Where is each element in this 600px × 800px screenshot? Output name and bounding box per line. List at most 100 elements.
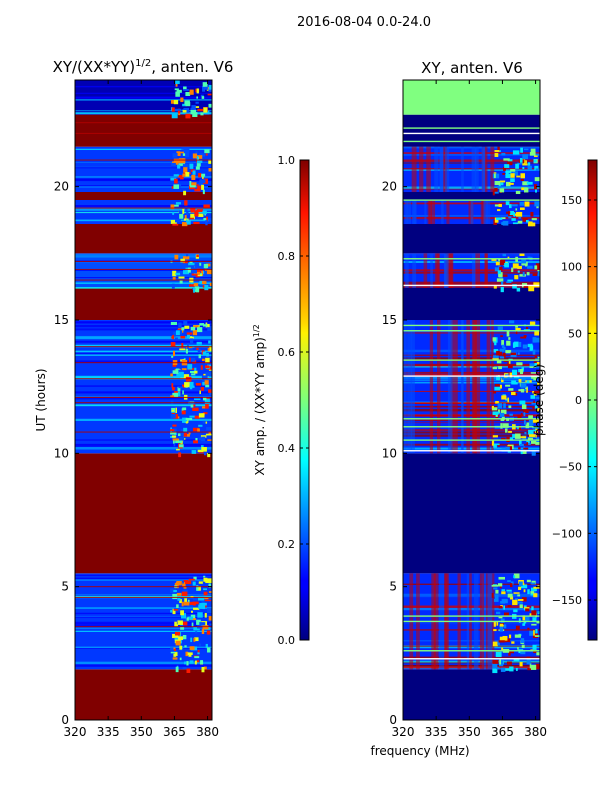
rfi-cell [185,101,191,107]
rfi-cell [509,666,514,672]
rfi-cell [173,158,180,164]
rfi-cell [191,450,197,454]
band-0 [75,669,212,720]
rfi-cell [186,254,189,257]
rfi-cell [185,206,188,212]
streak [75,621,212,624]
channel-stripe [453,320,458,454]
streak [75,647,212,649]
rfi-cell [513,592,520,594]
rfi-cell [175,330,180,336]
streak [75,110,212,112]
streak [403,376,540,379]
channel-stripe [405,253,409,288]
rfi-cell [494,152,499,157]
rfi-cell [205,216,208,222]
rfi-cell [508,216,512,219]
ytick-label: 0 [389,713,397,727]
rfi-cell [208,583,211,588]
channel-stripe [404,200,408,224]
rfi-cell [196,585,199,591]
rfi-cell [177,151,181,157]
rfi-cell [170,647,174,651]
rfi-cell [492,659,499,664]
colorbar-tick-label: 50 [568,327,582,340]
rfi-cell [200,112,204,116]
channel-stripe [475,320,481,454]
flag-line [75,626,212,628]
flag-line [75,362,212,364]
rfi-cell [188,263,195,266]
rfi-cell [195,660,199,663]
rfi-cell [497,411,500,414]
rfi-cell [207,608,212,614]
rfi-cell [508,388,514,391]
rfi-cell [491,584,499,587]
rfi-cell [182,260,188,264]
rfi-cell [517,270,520,273]
rfi-cell [533,155,538,158]
rfi-cell [183,147,190,153]
rfi-cell [180,626,185,630]
rfi-cell [190,109,197,115]
rfi-cell [499,384,502,389]
rfi-cell [514,433,521,439]
rfi-cell [176,580,182,586]
rfi-cell [526,579,531,583]
rfi-cell [529,321,536,326]
streak [403,364,540,368]
ytick-label: 15 [54,313,69,327]
rfi-cell [177,164,181,169]
rfi-cell [181,591,188,597]
rfi-cell [194,370,198,374]
rfi-cell [507,256,510,259]
channel-stripe [430,200,436,224]
rfi-cell [529,630,534,636]
rfi-cell [493,284,497,289]
rfi-cell [525,219,529,223]
rfi-cell [496,611,501,615]
rfi-cell [494,669,497,673]
rfi-cell [202,281,207,285]
streak [75,161,212,163]
rfi-cell [185,376,192,382]
rfi-cell [202,324,208,327]
rfi-cell [513,575,516,579]
rfi-cell [516,175,521,178]
rfi-cell [190,210,196,213]
streak [403,366,540,368]
band-4 [403,288,540,320]
rfi-cell [182,620,188,626]
rfi-cell [201,629,205,634]
rfi-cell [175,581,179,586]
channel-stripe [423,253,428,288]
rfi-cell [181,147,184,150]
rfi-cell [523,589,526,593]
rfi-cell [183,438,186,440]
rfi-cell [498,640,505,643]
channel-stripe [474,146,479,192]
rfi-cell [515,208,518,211]
rfi-cell [509,413,513,416]
rfi-cell [494,267,499,272]
rfi-cell [507,365,513,369]
rfi-cell [522,623,526,626]
rfi-cell [515,325,518,328]
rfi-cell [493,621,496,627]
rfi-cell [493,172,497,175]
rfi-cell [194,415,200,419]
rfi-cell [176,592,182,596]
rfi-cell [204,380,209,385]
ytick-label: 20 [382,180,397,194]
streak [403,431,540,434]
rfi-cell [492,173,500,179]
streak [75,219,212,222]
streak [75,92,212,94]
rfi-cell [190,357,196,362]
rfi-cell [534,177,540,182]
rfi-cell [182,173,186,177]
flag-line [403,418,540,420]
rfi-cell [501,647,504,652]
rfi-cell [187,343,189,349]
rfi-cell [521,259,527,264]
